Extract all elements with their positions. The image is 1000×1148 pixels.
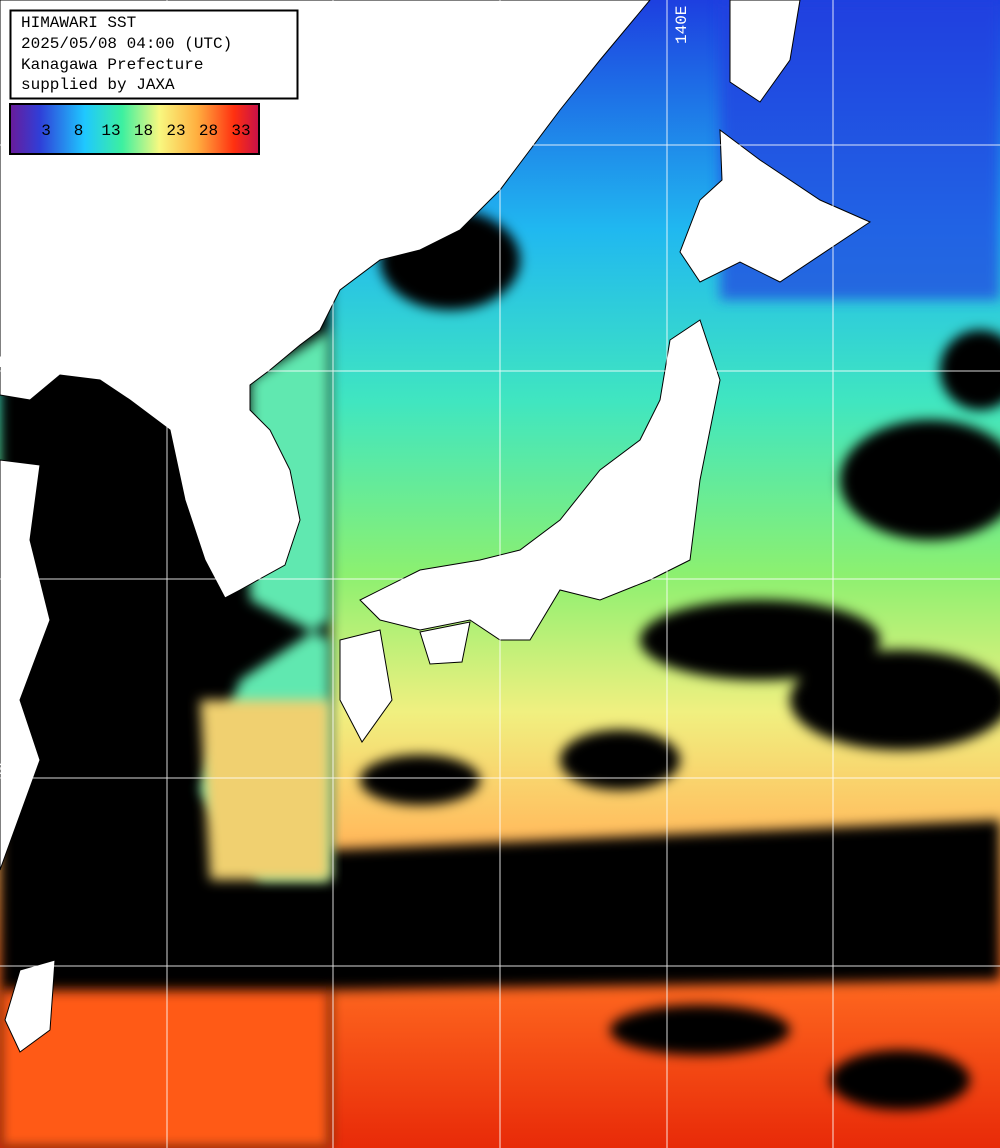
colorbar-tick-label: 3 [41,122,51,140]
colorbar-tick-label: 18 [134,122,153,140]
colorbar-tick-label: 33 [231,122,250,140]
header-line: supplied by JAXA [21,76,175,94]
latitude-label: 40N [0,354,23,372]
header-line: Kanagawa Prefecture [21,56,203,74]
colorbar-tick-label: 13 [101,122,120,140]
colorbar-tick-label: 8 [74,122,84,140]
header-line: HIMAWARI SST [21,14,136,32]
colorbar [9,103,260,155]
latitude-label: 30N [0,761,23,779]
coastal-sea [0,330,330,1148]
colorbar-ticks: 3 8 13 18 23 28 33 [41,122,250,140]
colorbar-tick-label: 23 [166,122,185,140]
colorbar-tick-label: 28 [199,122,218,140]
header-line: 2025/05/08 04:00 (UTC) [21,35,232,53]
header-box [9,9,299,100]
longitude-label: 140E [673,6,691,44]
